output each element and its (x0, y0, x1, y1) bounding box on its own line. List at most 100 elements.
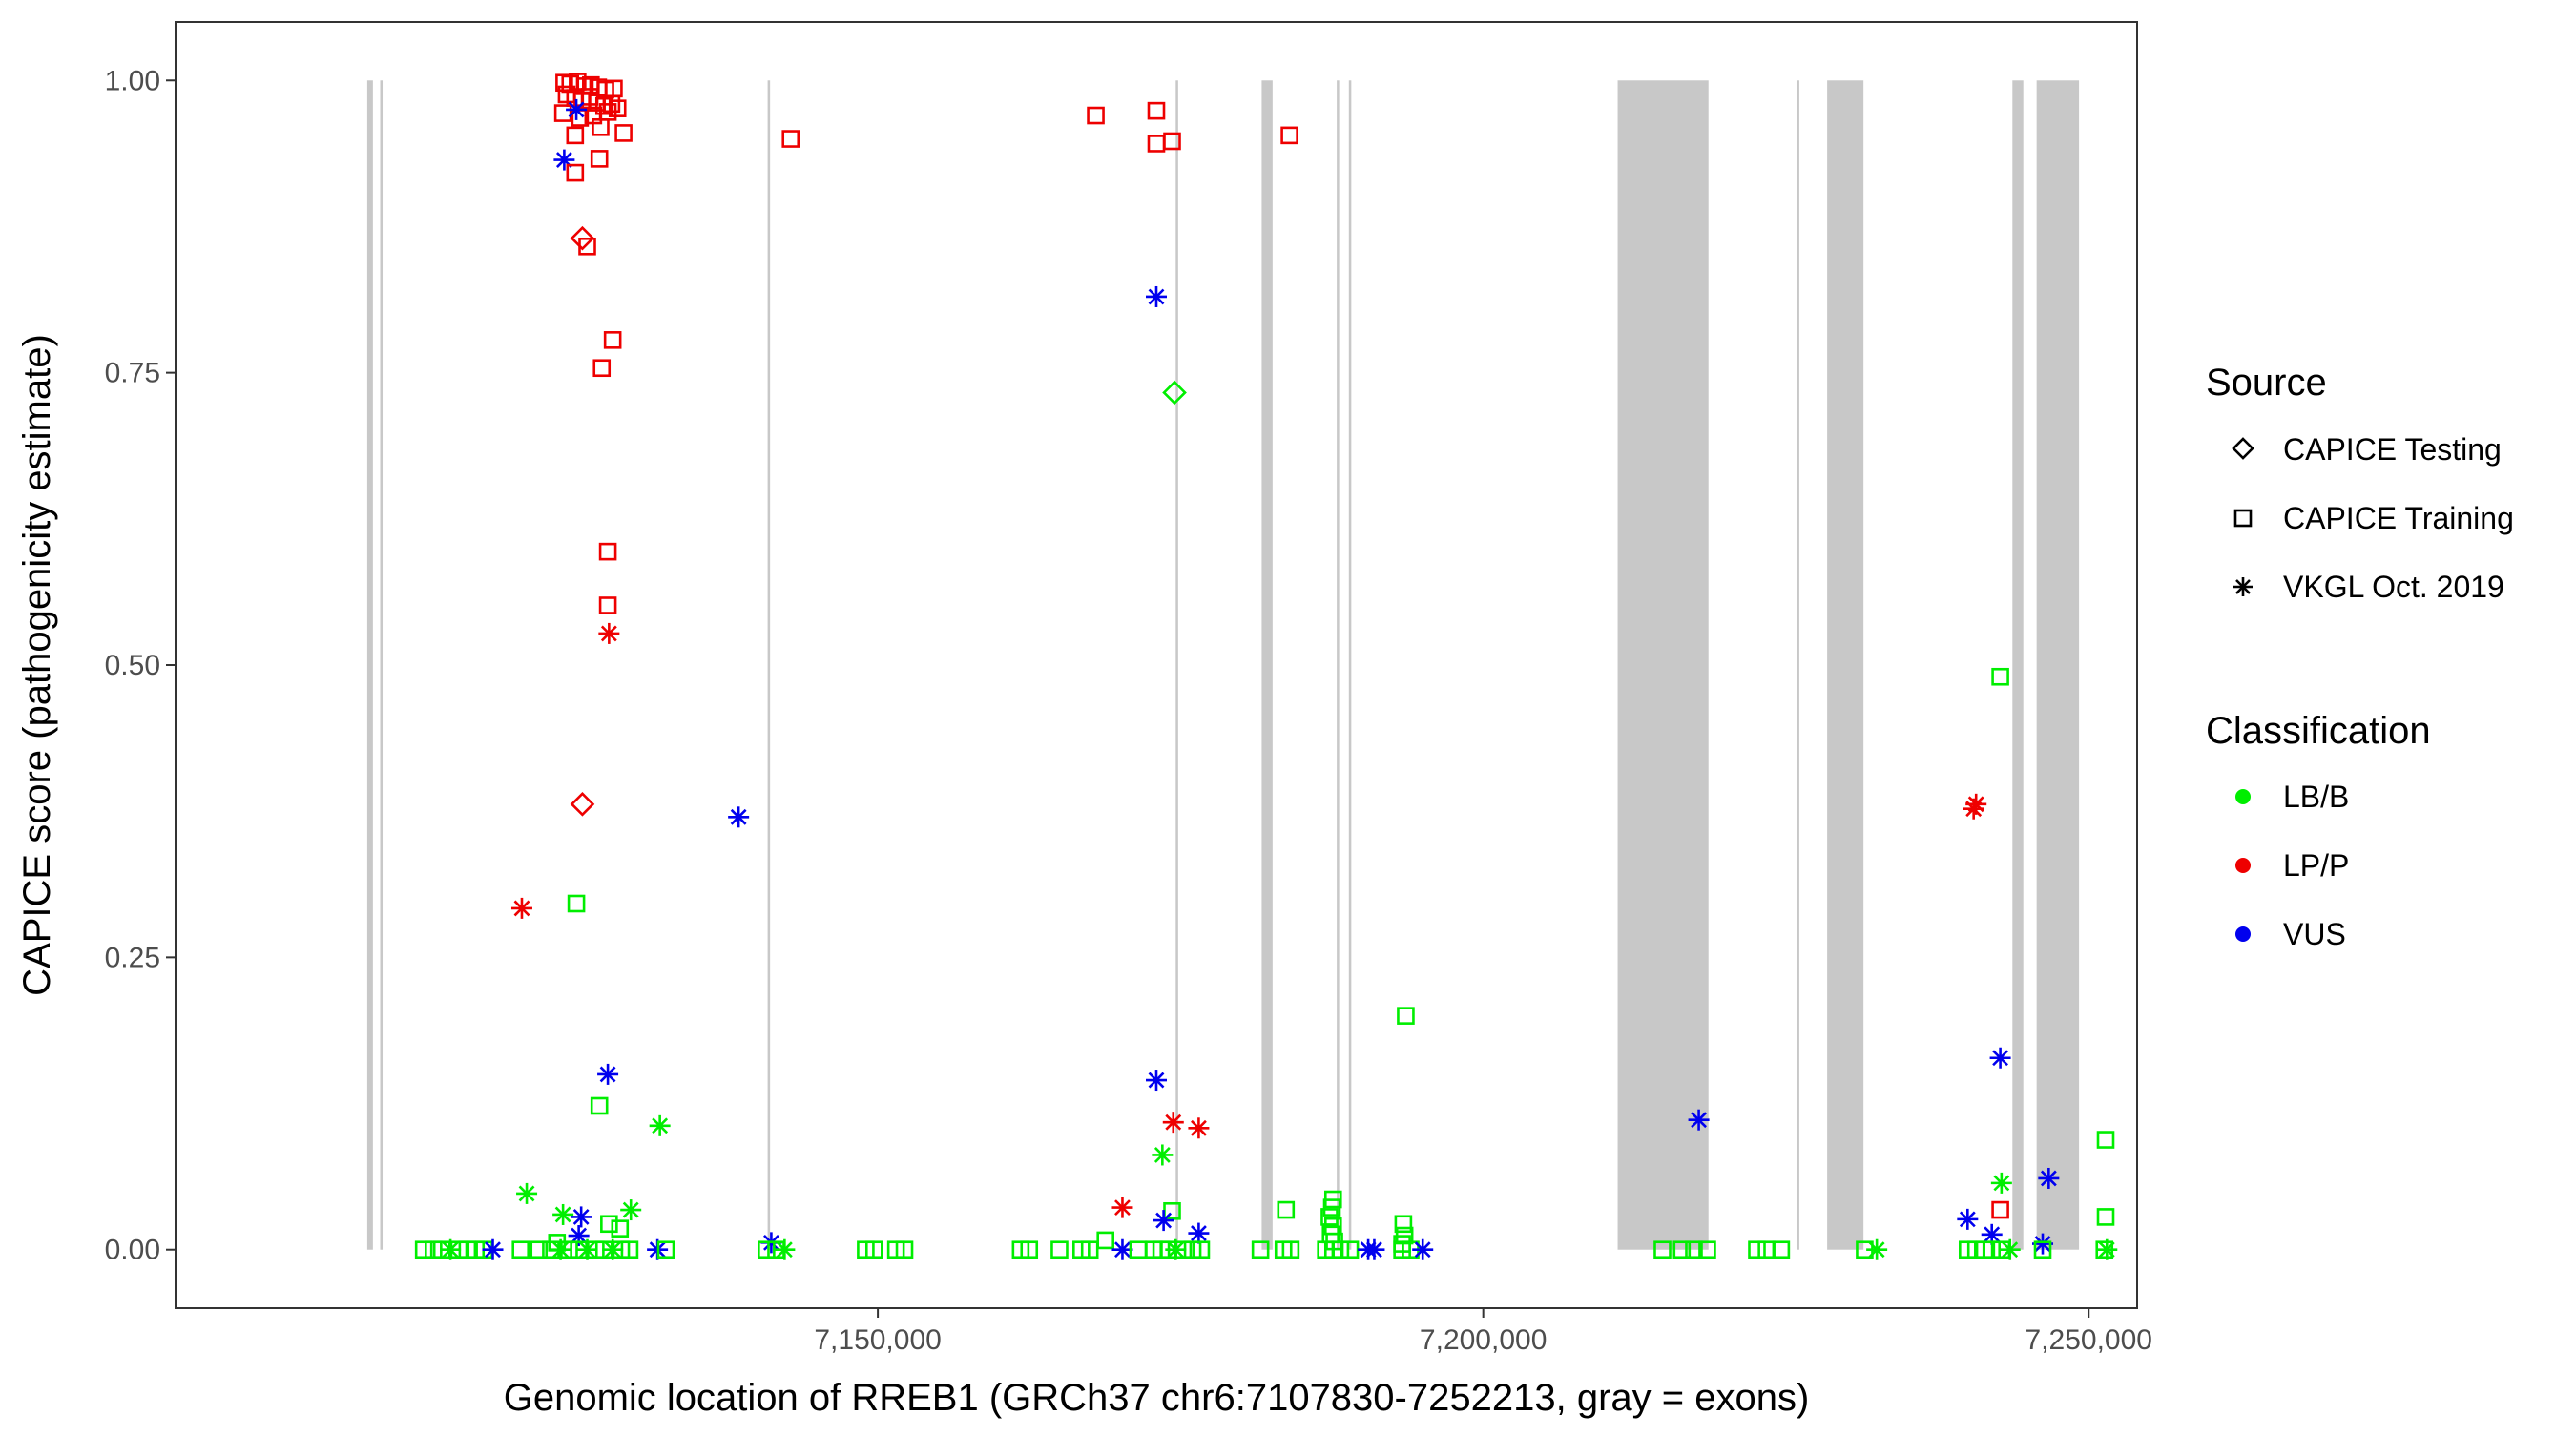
y-tick-label: 1.00 (105, 65, 160, 96)
data-point-asterisk (649, 1114, 671, 1136)
data-point-square (590, 1096, 609, 1115)
data-point-square (895, 1240, 914, 1259)
exon-band (1827, 80, 1864, 1250)
data-point-asterisk (1188, 1222, 1210, 1244)
data-point-square (1653, 1240, 1672, 1259)
data-point-square (758, 1240, 776, 1259)
data-point-square (603, 331, 622, 349)
exon-band (366, 80, 373, 1250)
axis-layer: 0.00 0.25 0.50 0.75 1.00 7,150,000 7,200,000 7,… (105, 65, 2152, 1356)
data-point-asterisk (1111, 1197, 1133, 1218)
legend-key-lpp (2235, 858, 2251, 873)
data-point-square (1281, 1240, 1300, 1259)
data-point-square (608, 99, 627, 117)
x-tick-label: 7,200,000 (1420, 1324, 1547, 1356)
data-point-square (1397, 1007, 1415, 1025)
data-point-square (620, 1240, 639, 1259)
data-point-square (1340, 1240, 1360, 1259)
exon-band (1617, 80, 1709, 1250)
data-point-square (1991, 1200, 2009, 1219)
data-point-square (1672, 1240, 1692, 1259)
legend-entry-vkgl: VKGL Oct. 2019 (2233, 570, 2504, 604)
data-point-square (1698, 1240, 1716, 1259)
data-point-square (578, 237, 596, 256)
data-point-asterisk (1688, 1109, 1710, 1131)
exon-band (2036, 80, 2080, 1250)
data-point-asterisk (728, 806, 750, 828)
legend-entry-capice-training: CAPICE Training (2233, 501, 2514, 535)
data-point-asterisk (597, 1063, 619, 1085)
data-point-asterisk (482, 1238, 504, 1260)
data-point-asterisk (1957, 1208, 1979, 1230)
exon-band (1348, 80, 1352, 1250)
legend-label-lpp: LP/P (2283, 848, 2349, 883)
data-point-square (567, 894, 586, 913)
legend-key-vus (2235, 926, 2251, 942)
x-axis-title: Genomic location of RREB1 (GRCh37 chr6:7… (504, 1377, 1810, 1419)
data-point-square (2096, 1208, 2115, 1226)
data-point-square (1251, 1240, 1270, 1259)
exon-band (2012, 80, 2024, 1250)
legend-title-classification: Classification (2206, 710, 2431, 752)
exon-band (1175, 80, 1178, 1250)
data-point-square (1050, 1240, 1069, 1259)
y-tick-label: 0.25 (105, 942, 160, 973)
data-point-asterisk (566, 98, 588, 120)
data-point-asterisk (1965, 793, 1987, 815)
data-point-asterisk (516, 1182, 538, 1204)
data-point-square (781, 130, 800, 148)
x-tick-label: 7,250,000 (2025, 1324, 2152, 1356)
legend-entry-capice-testing: CAPICE Testing (2232, 432, 2502, 467)
data-point-square (1320, 1208, 1339, 1226)
data-point-asterisk (1152, 1144, 1174, 1166)
data-point-square (1087, 106, 1105, 125)
data-point-square (1983, 1240, 2002, 1259)
data-point-square (1685, 1240, 1703, 1259)
data-point-square (1174, 1240, 1193, 1259)
legend: Source CAPICE Testing CAPICE Training VK… (2206, 362, 2514, 951)
data-point-square (592, 359, 612, 378)
data-point-square (1748, 1240, 1766, 1259)
data-point-square (511, 1240, 530, 1259)
data-point-asterisk (1412, 1238, 1434, 1260)
data-point-square (592, 117, 610, 136)
data-point-square (1147, 101, 1166, 120)
data-point-asterisk (1363, 1238, 1385, 1260)
data-point-asterisk (552, 1203, 574, 1225)
data-point-square (1772, 1240, 1791, 1259)
data-point-square (553, 104, 572, 122)
exon-band (1261, 80, 1273, 1250)
data-point-asterisk (598, 622, 620, 644)
data-point-asterisk (1188, 1117, 1210, 1139)
data-point-square (600, 1215, 618, 1234)
data-point-square (566, 126, 585, 145)
data-point-asterisk (2096, 1238, 2118, 1260)
data-point-square (598, 542, 617, 561)
data-point-square (1163, 132, 1181, 151)
y-axis-title: CAPICE score (pathogenicity estimate) (16, 334, 58, 996)
exon-band (767, 80, 771, 1250)
legend-key-square (2233, 509, 2253, 528)
legend-entry-vus: VUS (2235, 917, 2346, 951)
data-point-asterisk (510, 897, 532, 919)
data-point-square (530, 1240, 549, 1259)
y-tick-label: 0.00 (105, 1235, 160, 1266)
data-point-square (560, 1240, 578, 1259)
data-point-square (1277, 1200, 1296, 1219)
data-point-square (614, 124, 633, 142)
legend-entry-lpp: LP/P (2235, 848, 2349, 883)
data-point-square (1394, 1215, 1413, 1234)
data-point-square (864, 1240, 883, 1259)
data-point-square (1192, 1240, 1211, 1259)
data-point-diamond (570, 225, 595, 251)
data-point-asterisk (1162, 1112, 1184, 1134)
legend-title-source: Source (2206, 362, 2327, 404)
data-point-square (611, 1219, 630, 1238)
data-point-square (1331, 1240, 1350, 1259)
y-tick-label: 0.50 (105, 650, 160, 681)
legend-key-diamond (2232, 437, 2254, 460)
legend-entry-lbb: LB/B (2235, 780, 2349, 814)
